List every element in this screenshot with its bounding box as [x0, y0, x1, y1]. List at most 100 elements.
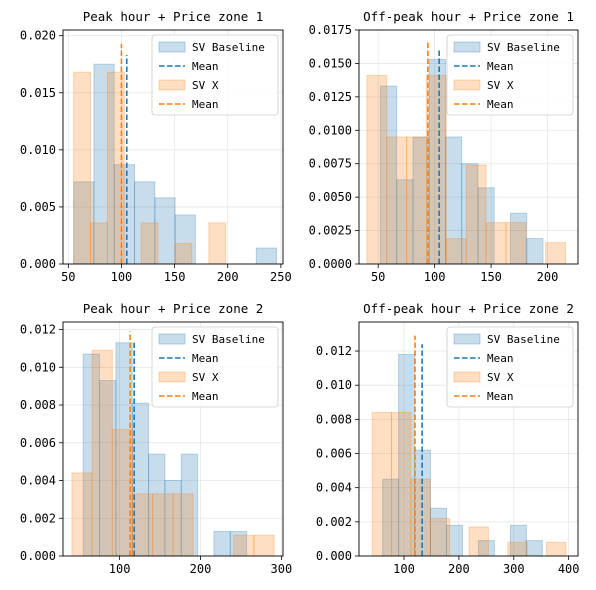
x-tick-label: 100 [111, 270, 133, 284]
subplot-title: Off-peak hour + Price zone 2 [363, 301, 574, 316]
x-tick-label: 100 [424, 270, 446, 284]
hist-bar [426, 74, 447, 264]
hist-bar [410, 478, 431, 556]
legend-frame [151, 326, 279, 408]
hist-bar [379, 85, 398, 264]
legend-label: SV Baseline [487, 333, 560, 346]
y-tick-label: 0.000 [20, 549, 56, 563]
hist-bar [148, 453, 166, 556]
y-tick-label: 0.0075 [309, 157, 352, 171]
hist-bar [546, 541, 567, 556]
legend: SV Baseline Mean SV X Mean [446, 34, 574, 116]
hist-bar [73, 71, 92, 264]
legend-label: SV Baseline [192, 41, 265, 54]
subplot-title: Peak hour + Price zone 1 [83, 9, 264, 24]
hist-bar [525, 540, 543, 556]
hist-bar [545, 242, 567, 264]
y-tick-label: 0.0000 [309, 257, 352, 271]
legend-label: SV X [192, 79, 219, 92]
hist-bar [429, 517, 451, 556]
hist-bar [172, 493, 194, 556]
hist-bar [90, 222, 108, 264]
legend: SV Baseline Mean SV X Mean [446, 326, 574, 408]
hist-bar [386, 136, 408, 264]
hist-bar [91, 349, 113, 556]
legend-label: SV X [192, 371, 219, 384]
hist-bar [208, 222, 227, 264]
y-tick-label: 0.006 [316, 447, 352, 461]
series-sv-baseline [73, 63, 278, 264]
legend-label: SV Baseline [487, 41, 560, 54]
hist-bar [111, 429, 134, 556]
x-tick-label: 50 [371, 270, 385, 284]
y-tick-label: 0.000 [316, 549, 352, 563]
hist-bar [82, 353, 101, 556]
legend-label: SV X [487, 371, 514, 384]
y-tick-label: 0.0125 [309, 90, 352, 104]
y-tick-label: 0.020 [20, 29, 56, 43]
legend-label: Mean [487, 390, 514, 403]
hist-bar [505, 222, 527, 264]
y-tick-label: 0.015 [20, 86, 56, 100]
hist-bar [477, 540, 495, 556]
hist-bar [366, 74, 388, 264]
hist-bar [485, 222, 507, 264]
y-tick-label: 0.002 [316, 515, 352, 529]
series-sv-x [73, 71, 227, 264]
legend-patch [158, 371, 186, 383]
hist-bar [180, 453, 199, 556]
axes-frame [62, 321, 284, 557]
y-tick-label: 0.010 [20, 143, 56, 157]
y-tick-label: 0.0025 [309, 224, 352, 238]
series-sv-baseline [82, 342, 248, 556]
hist-bar [93, 63, 115, 264]
hist-bar [134, 181, 156, 264]
y-tick-label: 0.012 [20, 323, 56, 337]
y-tick-label: 0.0050 [309, 190, 352, 204]
hist-bar [371, 412, 393, 556]
hist-bar [140, 222, 159, 264]
y-tick-label: 0.010 [316, 378, 352, 392]
subplot-4: 100 200 300 400 0.000 0.002 0.004 0.006 0.008 0.0… [316, 301, 580, 576]
y-tick-label: 0.008 [20, 398, 56, 412]
bars [73, 63, 278, 264]
hist-bar [468, 526, 489, 556]
y-tick-label: 0.004 [316, 481, 352, 495]
hist-bar [164, 480, 182, 556]
series-sv-baseline [379, 58, 544, 264]
subplot-1: 50 100 150 200 250 0.000 0.005 0.010 0.015 0.020 P… [20, 9, 292, 284]
hist-bar [174, 242, 193, 264]
y-tick-label: 0.004 [20, 474, 56, 488]
hist-bar [253, 534, 275, 556]
x-tick-label: 200 [190, 562, 212, 576]
legend-patch [158, 79, 186, 91]
hist-bar [509, 524, 527, 556]
legend-patch [158, 41, 186, 53]
legend-patch [453, 79, 481, 91]
legend-label: Mean [192, 352, 219, 365]
hist-bar [113, 164, 136, 264]
y-tick-label: 0.006 [20, 436, 56, 450]
hist-bar [465, 164, 487, 264]
hist-bar [73, 181, 95, 264]
x-tick-label: 300 [503, 562, 525, 576]
legend-frame [446, 34, 574, 116]
legend-label: Mean [192, 390, 219, 403]
legend-patch [453, 333, 481, 345]
x-tick-label: 200 [537, 270, 559, 284]
legend-label: Mean [487, 98, 514, 111]
subplot-title: Peak hour + Price zone 2 [83, 301, 264, 316]
y-tick-label: 0.010 [20, 360, 56, 374]
axes-frame [358, 321, 579, 557]
hist-bar [507, 541, 528, 556]
x-tick-label: 250 [270, 270, 292, 284]
series-sv-baseline [382, 353, 543, 556]
legend-label: Mean [487, 352, 514, 365]
y-tick-label: 0.012 [316, 344, 352, 358]
x-tick-label: 100 [109, 562, 131, 576]
hist-bar [99, 380, 117, 556]
legend-label: Mean [192, 60, 219, 73]
y-tick-label: 0.0150 [309, 56, 352, 70]
legend: SV Baseline Mean SV X Mean [151, 326, 279, 408]
y-tick-label: 0.005 [20, 200, 56, 214]
